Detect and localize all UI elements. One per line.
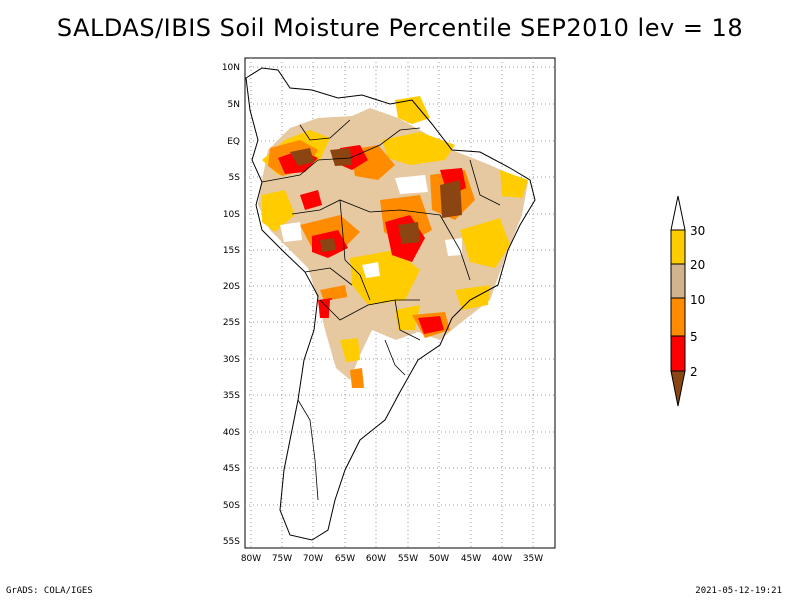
lon-label: 75W: [272, 554, 292, 564]
legend-labels: 30 20 10 5 2: [690, 224, 705, 379]
legend-label: 20: [690, 258, 705, 272]
lon-label: 80W: [241, 554, 261, 564]
lat-label: EQ: [227, 137, 240, 147]
legend-swatch-2-5: [670, 335, 686, 372]
lat-label: 5N: [228, 100, 240, 110]
footer-timestamp: 2021-05-12-19:21: [695, 586, 782, 596]
legend-swatch-below2: [670, 370, 686, 407]
map-title: SALDAS/IBIS Soil Moisture Percentile SEP…: [56, 14, 744, 42]
lat-label: 10N: [222, 63, 240, 73]
lat-label: 55S: [223, 537, 240, 547]
lat-label: 5S: [229, 173, 241, 183]
lon-label: 60W: [366, 554, 386, 564]
legend-label: 10: [690, 293, 705, 307]
legend-label: 30: [690, 224, 705, 238]
lat-label: 40S: [223, 428, 240, 438]
longitude-axis: 80W 75W 70W 65W 60W 55W 50W 45W 40W 35W: [241, 554, 543, 564]
legend-swatch-20-30: [670, 229, 686, 265]
lon-label: 45W: [461, 554, 481, 564]
legend-swatch-above30: [670, 195, 686, 231]
lat-label: 20S: [223, 282, 240, 292]
legend-colorbar: [670, 195, 686, 407]
country-borders: [261, 119, 501, 501]
latitude-axis: 10N 5N EQ 5S 10S 15S 20S 25S 30S 35S 40S…: [222, 63, 240, 547]
lat-label: 15S: [223, 246, 240, 256]
lon-label: 35W: [523, 554, 543, 564]
legend-label: 2: [690, 365, 698, 379]
lon-label: 70W: [303, 554, 323, 564]
lon-label: 50W: [429, 554, 449, 564]
lat-label: 25S: [223, 318, 240, 328]
lat-label: 10S: [223, 210, 240, 220]
south-america-outline: [245, 67, 536, 541]
lon-label: 65W: [335, 554, 355, 564]
soil-moisture-field: [258, 96, 528, 388]
lon-label: 40W: [492, 554, 512, 564]
legend-label: 5: [690, 330, 698, 344]
footer-credit: GrADS: COLA/IGES: [6, 586, 93, 596]
legend-swatch-5-10: [670, 297, 686, 337]
legend-swatch-10-20: [670, 263, 686, 299]
lat-label: 30S: [223, 355, 240, 365]
lat-label: 35S: [223, 391, 240, 401]
lat-label: 50S: [223, 501, 240, 511]
lat-label: 45S: [223, 464, 240, 474]
lon-label: 55W: [398, 554, 418, 564]
